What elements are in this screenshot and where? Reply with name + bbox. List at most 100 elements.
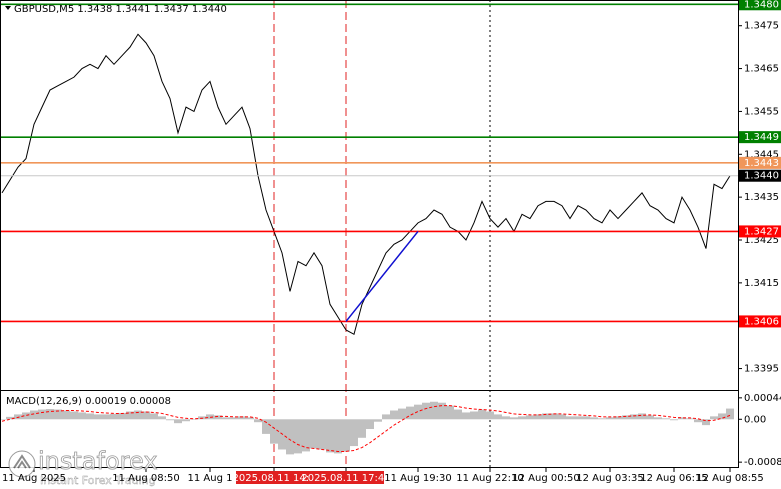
macd-bar <box>86 413 94 420</box>
macd-bar <box>702 419 710 426</box>
macd-bar <box>438 402 446 420</box>
x-tick-label: 2025.08.11 17:40 <box>301 473 390 484</box>
macd-bar <box>558 414 566 420</box>
macd-bar <box>694 419 702 423</box>
price-level-label: 1.3406 <box>744 316 779 327</box>
chart-title: GBPUSD,M5 1.3438 1.3441 1.3437 1.3440 <box>14 4 227 15</box>
macd-bar <box>334 419 342 454</box>
macd-bar <box>262 419 270 434</box>
macd-bar <box>526 415 534 420</box>
macd-bar <box>326 419 334 453</box>
y-tick-label: 1.3425 <box>744 235 779 246</box>
macd-bar <box>142 411 150 420</box>
macd-y-tick-label: 0.00044 <box>744 393 781 404</box>
watermark-tagline: Instant Forex Trading <box>40 474 156 487</box>
macd-bar <box>174 419 182 424</box>
macd-bar <box>230 417 238 420</box>
macd-bar <box>406 406 414 420</box>
macd-bar <box>622 415 630 420</box>
macd-bar <box>318 419 326 450</box>
y-tick-label: 1.3465 <box>744 64 779 75</box>
macd-bar <box>382 414 390 420</box>
macd-bar <box>286 419 294 455</box>
price-level-tag <box>739 156 781 169</box>
x-label-highlight <box>308 471 384 484</box>
x-tick-label: 11 Aug 1 <box>188 473 233 484</box>
macd-bar <box>662 418 670 420</box>
macd-bar <box>654 417 662 420</box>
macd-bar <box>46 409 54 420</box>
y-tick-label: 1.3435 <box>744 192 779 203</box>
macd-bar <box>190 419 198 420</box>
macd-bar <box>630 414 638 420</box>
macd-bar <box>606 417 614 420</box>
y-tick-label: 1.3395 <box>744 364 779 375</box>
macd-title: MACD(12,26,9) 0.00019 0.00008 <box>6 396 171 407</box>
macd-bar <box>110 413 118 420</box>
macd-bar <box>166 419 174 421</box>
macd-bar <box>454 409 462 420</box>
macd-bar <box>238 416 246 420</box>
macd-bar <box>398 408 406 420</box>
x-tick-label: 11 Aug 19:30 <box>384 473 451 484</box>
price-level-tag <box>739 169 781 182</box>
price-level-tag <box>739 131 781 144</box>
macd-bar <box>78 412 86 420</box>
macd-bar <box>246 417 254 420</box>
price-level-label: 1.3443 <box>744 158 779 169</box>
macd-bar <box>54 409 62 420</box>
macd-y-tick-label: -0.00088 <box>744 457 781 468</box>
macd-bar <box>214 415 222 420</box>
macd-bar <box>294 419 302 454</box>
macd-signal <box>1 405 731 452</box>
macd-bar <box>638 413 646 420</box>
macd-bar <box>502 416 510 420</box>
macd-bar <box>486 411 494 420</box>
macd-bar <box>350 419 358 447</box>
price-level-tag <box>739 225 781 238</box>
x-tick-label: 11 Aug 22:10 <box>456 473 523 484</box>
macd-bar <box>582 416 590 420</box>
x-tick-label: 2025.08.11 14:4 <box>233 473 316 484</box>
macd-bar <box>102 414 110 420</box>
macd-bar <box>462 412 470 420</box>
macd-bar <box>574 416 582 420</box>
macd-y-tick-label: 0.00 <box>744 414 766 425</box>
macd-bar <box>206 414 214 420</box>
price-level-tag <box>739 315 781 328</box>
macd-bar <box>134 410 142 420</box>
macd-bar <box>70 411 78 420</box>
macd-bar <box>182 419 190 422</box>
logo <box>8 450 36 478</box>
macd-bar <box>678 417 686 420</box>
macd-bar <box>150 413 158 420</box>
macd-bar <box>542 413 550 420</box>
x-tick-label: 12 Aug 08:55 <box>696 473 763 484</box>
x-tick-label: 12 Aug 00:50 <box>512 473 579 484</box>
x-tick-label: 11 Aug 2025 <box>2 473 66 484</box>
menu-arrow <box>5 6 11 10</box>
y-tick-label: 1.3415 <box>744 278 779 289</box>
macd-bar <box>30 410 38 420</box>
macd-bar <box>270 419 278 444</box>
macd-bar <box>126 411 134 420</box>
macd-bar <box>646 415 654 420</box>
y-tick-label: 1.3455 <box>744 106 779 117</box>
macd-bar <box>670 419 678 421</box>
price-level-label: 1.3440 <box>744 171 779 182</box>
macd-bar <box>0 419 6 420</box>
macd-bar <box>510 417 518 420</box>
macd-bar <box>710 416 718 420</box>
macd-bar <box>358 419 366 438</box>
macd-bar <box>254 419 262 423</box>
macd-bar <box>726 408 734 420</box>
macd-bar <box>38 409 46 420</box>
macd-bar <box>470 411 478 420</box>
macd-bar <box>590 417 598 420</box>
macd-bar <box>518 416 526 420</box>
watermark: instaforex Instant Forex Trading <box>8 447 158 487</box>
macd-bar <box>158 416 166 420</box>
macd-bar <box>94 414 102 420</box>
x-tick-label: 12 Aug 03:35 <box>576 473 643 484</box>
